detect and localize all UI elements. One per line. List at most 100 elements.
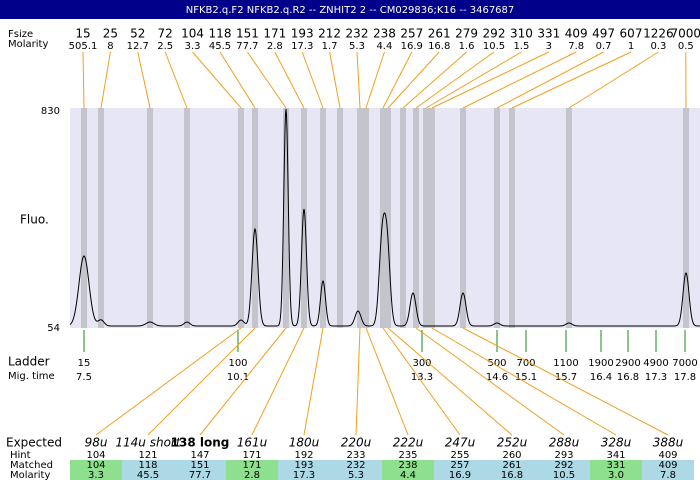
peak-size: 15 (75, 27, 90, 41)
peak-connector (164, 51, 188, 109)
ladder-time: 16.4 (590, 372, 612, 383)
migtime-label: Mig. time (8, 371, 55, 382)
peak-band (98, 108, 104, 328)
peak-connector (382, 51, 413, 109)
peak-connector (387, 51, 440, 109)
peak-band (566, 108, 572, 328)
match-connector (462, 327, 669, 436)
expected: 328u (601, 436, 632, 450)
peak-band (494, 108, 500, 328)
match-connector (355, 327, 361, 436)
peak-size: 497 (592, 27, 615, 41)
ladder-size: 500 (487, 358, 506, 369)
peak-size: 1226 (643, 27, 674, 41)
peak-size: 409 (565, 27, 588, 41)
y-bottom: 54 (47, 323, 60, 334)
matched: 261 (502, 460, 521, 471)
match-connector (415, 327, 565, 436)
peak-molarity: 0.3 (650, 41, 666, 52)
match-connector (251, 327, 305, 436)
molarity-cell (382, 470, 434, 480)
hint: 255 (450, 450, 469, 461)
match-connector (387, 327, 513, 436)
y-label: Fluo. (20, 213, 49, 227)
peak-band (337, 108, 343, 328)
peak-molarity: 7.8 (568, 41, 584, 52)
expected: 220u (341, 436, 372, 450)
expected: 252u (497, 436, 528, 450)
peak-size: 52 (130, 27, 145, 41)
hint-label: Hint (10, 450, 31, 461)
peak-molarity: 3 (546, 41, 552, 52)
molarity-cell (538, 470, 590, 480)
peak-band (413, 108, 419, 328)
peak-molarity: 1.7 (322, 41, 338, 52)
hint: 121 (138, 450, 157, 461)
peak-molarity: 77.7 (236, 41, 258, 52)
peak-molarity: 0.7 (596, 41, 612, 52)
matched-cell (538, 460, 590, 470)
peak-molarity: 16.8 (428, 41, 450, 52)
peak-connector (425, 51, 522, 109)
ladder-time: 17.3 (645, 372, 667, 383)
peak-band (81, 108, 87, 328)
matched-cell (226, 460, 278, 470)
peak-molarity: 2.8 (267, 41, 283, 52)
peak-band (460, 108, 466, 328)
peak-band (252, 108, 258, 328)
matched: 331 (606, 460, 625, 471)
hint: 341 (606, 450, 625, 461)
peak-molarity: 45.5 (209, 41, 231, 52)
peak-band (363, 108, 369, 328)
peak-band (320, 108, 326, 328)
hint: 171 (242, 450, 261, 461)
peak-connector (329, 51, 341, 109)
peak-size: 257 (400, 27, 423, 41)
expected: 180u (289, 436, 320, 450)
peak-connector (568, 51, 659, 109)
hint: 104 (86, 450, 105, 461)
ladder-size: 300 (412, 358, 431, 369)
ladder-time: 13.3 (411, 372, 433, 383)
peak-band (400, 108, 406, 328)
molarity-cell (486, 470, 538, 480)
matched-cell (590, 460, 642, 470)
peak-size: 25 (103, 27, 118, 41)
peak-band (357, 108, 363, 328)
molarity: 3.0 (608, 470, 624, 480)
matched-cell (174, 460, 226, 470)
peak-band (429, 108, 435, 328)
hint: 233 (346, 450, 365, 461)
peak-size: 331 (537, 27, 560, 41)
peak-molarity: 1.5 (513, 41, 529, 52)
matched-cell (642, 460, 694, 470)
ladder-time: 7.5 (76, 372, 92, 383)
peak-size: 292 (483, 27, 506, 41)
y-top: 830 (41, 106, 60, 117)
matched: 409 (658, 460, 677, 471)
matched-cell (486, 460, 538, 470)
matched-cell (122, 460, 174, 470)
peak-connector (415, 51, 495, 109)
peak-connector (402, 51, 467, 109)
molarity: 16.9 (449, 470, 471, 480)
molarity-row-label: Molarity (10, 470, 50, 480)
peak-band (184, 108, 190, 328)
peak-molarity: 12.7 (127, 41, 149, 52)
peak-molarity: 16.9 (401, 41, 423, 52)
peak-band (147, 108, 153, 328)
peak-molarity: 505.1 (69, 41, 98, 52)
matched: 257 (450, 460, 469, 471)
matched: 104 (86, 460, 105, 471)
peak-size: 7000 (671, 27, 700, 41)
match-connector (147, 327, 256, 436)
molarity-cell (226, 470, 278, 480)
peak-connector (137, 51, 151, 109)
peak-size: 72 (158, 27, 173, 41)
molarity-cell (330, 470, 382, 480)
molarity-label: Molarity (8, 39, 48, 50)
hint: 409 (658, 450, 677, 461)
peak-size: 193 (291, 27, 314, 41)
peak-size: 151 (236, 27, 259, 41)
peak-molarity: 4.4 (376, 41, 392, 52)
